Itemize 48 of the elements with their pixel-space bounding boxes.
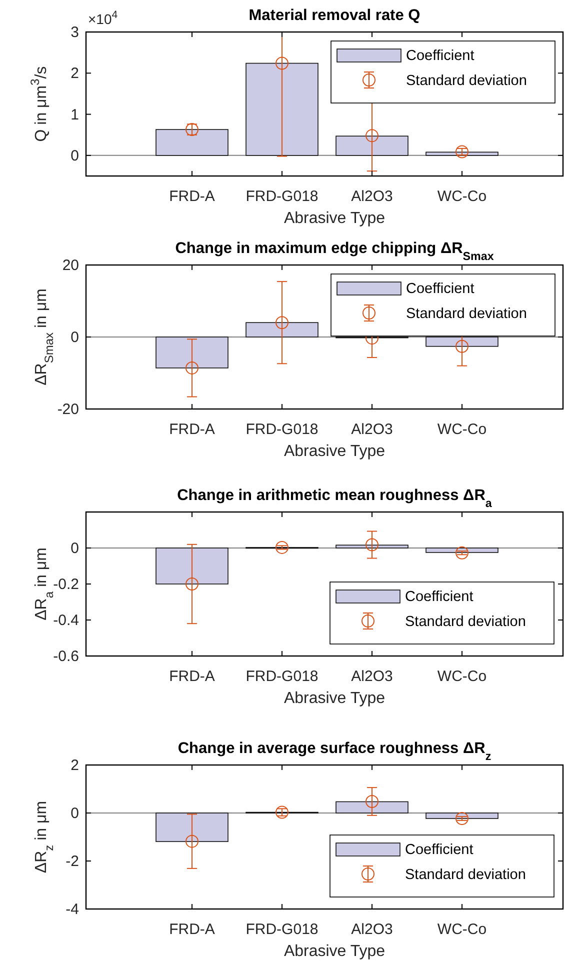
x-tick-label: WC-Co: [437, 921, 487, 938]
x-tick-label: FRD-G018: [246, 921, 318, 938]
x-axis-title: Abrasive Type: [284, 943, 386, 960]
x-axis-title: Abrasive Type: [284, 210, 386, 227]
x-axis-title: Abrasive Type: [284, 690, 386, 707]
x-tick-label: FRD-G018: [246, 188, 318, 205]
y-tick-label: 0: [70, 540, 79, 557]
y-tick-label: 1: [70, 106, 79, 124]
x-tick-label: FRD-A: [169, 188, 215, 205]
y-tick-label: -0.2: [53, 576, 79, 593]
y-tick-label: -0.4: [53, 612, 79, 629]
x-tick-label: Al2O3: [351, 668, 393, 685]
y-tick-label: 0: [70, 805, 79, 822]
chart-title: Change in average surface roughness ΔR$_{z}$: [178, 740, 492, 762]
x-tick-label: WC-Co: [437, 188, 487, 205]
y-tick-label: -2: [66, 853, 79, 870]
x-tick-label: WC-Co: [437, 421, 487, 438]
x-tick-label: FRD-A: [169, 668, 215, 685]
legend-label: Standard deviation: [405, 867, 526, 883]
legend-label: Standard deviation: [406, 306, 527, 322]
legend-label: Coefficient: [405, 842, 474, 858]
legend-label: Coefficient: [406, 48, 474, 64]
y-tick-label: -4: [66, 901, 79, 918]
legend-label: Coefficient: [405, 589, 474, 605]
legend-label: Standard deviation: [406, 73, 527, 89]
chart-title: Material removal rate Q: [248, 7, 420, 24]
y-tick-label: 2: [70, 65, 79, 82]
x-tick-label: Al2O3: [351, 921, 393, 938]
x-axis-title: Abrasive Type: [284, 443, 386, 460]
y-tick-label: -0.6: [53, 648, 79, 665]
x-tick-label: FRD-G018: [246, 668, 318, 685]
x-tick-label: Al2O3: [351, 421, 393, 438]
chart-title: Change in arithmetic mean roughness ΔR$_{a}$: [177, 487, 492, 510]
x-tick-label: WC-Co: [437, 668, 487, 685]
y-tick-label: 20: [62, 257, 79, 274]
text: ×10$^{4}$: [88, 9, 118, 27]
chart-title: Change in maximum edge chipping ΔR$_{Smax}$: [175, 240, 494, 262]
x-tick-label: FRD-G018: [246, 421, 318, 438]
y-tick-label: 2: [70, 757, 79, 774]
legend-label: Coefficient: [406, 281, 474, 297]
y-tick-label: 0: [70, 329, 79, 346]
x-tick-label: Al2O3: [351, 188, 393, 205]
x-tick-label: FRD-A: [169, 921, 215, 938]
x-tick-label: FRD-A: [169, 421, 215, 438]
y-tick-label: -20: [57, 401, 79, 418]
y-tick-label: 3: [70, 24, 79, 41]
y-tick-label: 0: [70, 147, 79, 164]
legend-label: Standard deviation: [405, 614, 526, 630]
